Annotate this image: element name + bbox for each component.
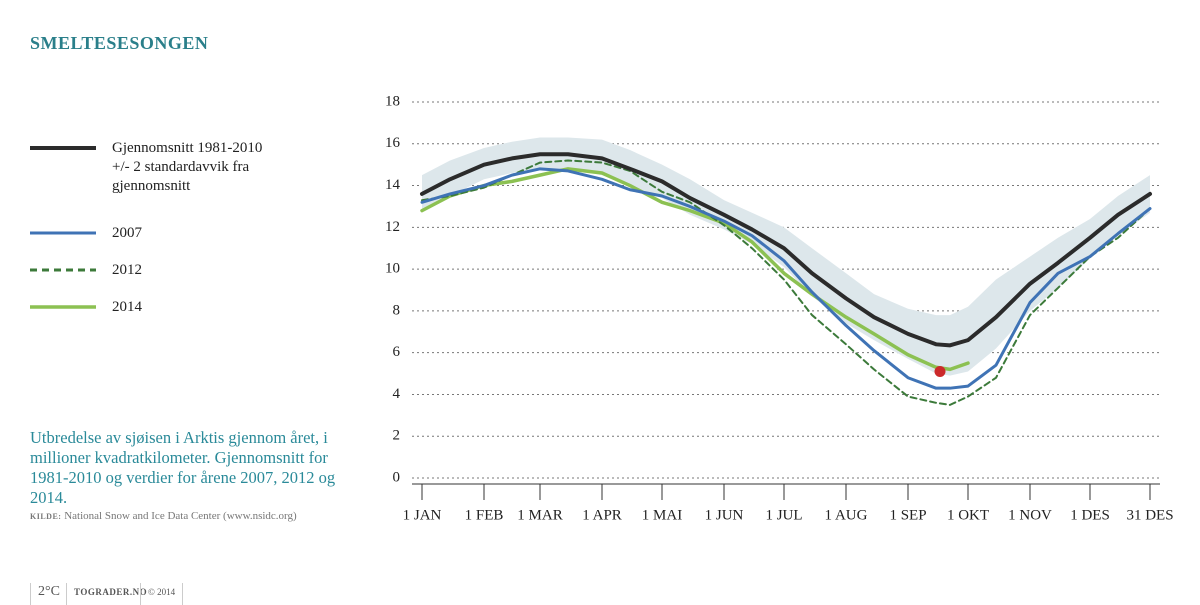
y-tick-label: 6 [393,344,401,360]
x-tick-label: 1 OKT [947,507,989,523]
source-text: National Snow and Ice Data Center (www.n… [64,510,297,522]
y-tick-label: 2 [393,428,401,444]
source-label: KILDE: [30,512,62,521]
legend-label: Gjennomsnitt 1981-2010 [112,140,263,156]
footer-site: TOGRADER.NO [66,583,147,605]
x-tick-label: 1 NOV [1008,507,1052,523]
x-tick-label: 1 AUG [825,507,868,523]
x-tick-label: 1 FEB [465,507,504,523]
y-tick-label: 8 [393,302,401,318]
y-tick-label: 14 [385,177,401,193]
series-line [420,152,1152,348]
legend-label: 2014 [112,299,142,315]
y-tick-label: 12 [385,219,400,235]
y-tick-label: 18 [385,93,400,109]
x-tick-label: 1 DES [1070,507,1110,523]
legend-label: 2007 [112,225,142,241]
x-tick-label: 1 SEP [889,507,926,523]
y-tick-label: 16 [385,135,401,151]
y-tick-label: 0 [393,469,401,485]
x-tick-label: 1 JUN [705,507,744,523]
series-line [421,159,1151,406]
title: SMELTESESONGEN [30,33,209,53]
x-tick-label: 1 JAN [403,507,442,523]
minimum-marker [934,365,946,377]
description: Utbredelse av sjøisen i Arktis gjennom å… [30,428,336,507]
series-line [420,167,1152,390]
x-tick-label: 1 MAR [517,507,562,523]
series-line [420,167,970,372]
legend-label: 2012 [112,262,142,278]
y-tick-label: 10 [385,261,400,277]
footer-logo: 2°C [30,583,60,605]
x-tick-label: 1 MAI [642,507,682,523]
std-band [422,137,1150,376]
x-tick-label: 31 DES [1126,507,1173,523]
legend-label: +/- 2 standardavvik fra gjennomsnitt [112,159,250,194]
y-tick-label: 4 [393,386,401,402]
footer-copyright: © 2014 [140,583,184,605]
x-tick-label: 1 APR [582,507,622,523]
x-tick-label: 1 JUL [765,507,802,523]
source: KILDE: National Snow and Ice Data Center… [30,510,297,522]
